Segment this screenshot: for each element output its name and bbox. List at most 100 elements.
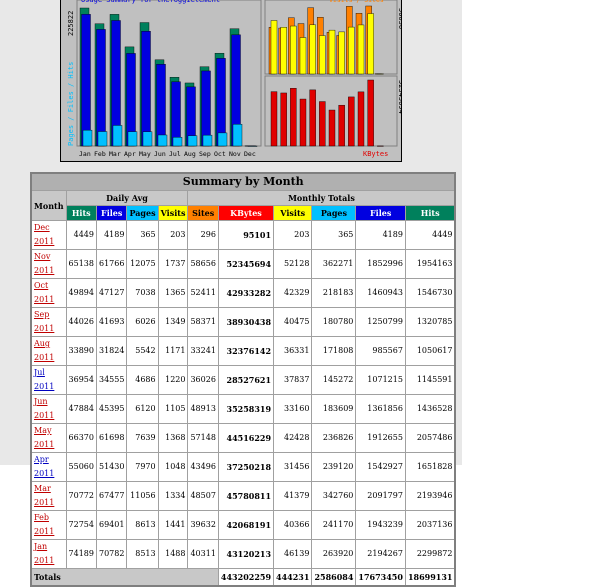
value-cell: 1737 <box>157 249 189 279</box>
value-cell: 2057486 <box>404 423 456 453</box>
visits-sites-title: Visits / Sites <box>329 0 384 4</box>
value-cell: 2037136 <box>404 510 456 540</box>
value-cell: 37250218 <box>217 452 275 482</box>
x-tick-label: Jul <box>169 150 181 158</box>
month-link[interactable]: Jul 2011 <box>34 368 55 391</box>
pages-bar <box>112 125 123 147</box>
value-cell: 45780811 <box>217 481 275 511</box>
usage-chart-svg: Jan Feb Mar Apr May Jun Jul Aug Sep Oct Nov Dec 2258… <box>67 0 401 158</box>
value-cell: 41379 <box>273 481 313 511</box>
value-cell: 45395 <box>95 394 128 424</box>
month-link[interactable]: Nov 2011 <box>34 252 55 275</box>
month-cell: Jun 2011 <box>30 394 67 424</box>
table-body: Dec 2011 4449 4189 365 203 296 95101 203 365 4189… <box>30 220 456 569</box>
daily-header-visits: Visits <box>157 205 189 221</box>
monthly-header-sites: Sites <box>187 205 219 221</box>
month-link[interactable]: Jan 2011 <box>34 542 55 565</box>
month-cell: Nov 2011 <box>30 249 67 279</box>
value-cell: 1488 <box>157 539 189 569</box>
value-cell: 65138 <box>65 249 97 279</box>
table-row: Dec 2011 4449 4189 365 203 296 95101 203 365 4189… <box>30 220 456 250</box>
month-link[interactable]: Aug 2011 <box>34 339 55 362</box>
x-tick-label: May <box>139 150 151 158</box>
month-link[interactable]: Apr 2011 <box>34 455 55 478</box>
visits-bar <box>299 37 307 75</box>
value-cell: 46139 <box>273 539 313 569</box>
table-row: Jul 2011 36954 34555 4686 1220 36026 28527621 3… <box>30 365 456 395</box>
value-cell: 239120 <box>311 452 357 482</box>
value-cell: 34555 <box>95 365 128 395</box>
value-cell: 33160 <box>273 394 313 424</box>
value-cell: 1954163 <box>404 249 456 279</box>
value-cell: 8513 <box>126 539 159 569</box>
pages-bar <box>247 145 258 147</box>
value-cell: 1171 <box>157 336 189 366</box>
value-cell: 36954 <box>65 365 97 395</box>
monthly-header-kbytes: KBytes <box>217 205 275 221</box>
value-cell: 72754 <box>65 510 97 540</box>
value-cell: 4189 <box>355 220 406 250</box>
month-cell: Jul 2011 <box>30 365 67 395</box>
value-cell: 42068191 <box>217 510 275 540</box>
value-cell: 4189 <box>95 220 128 250</box>
value-cell: 1651828 <box>404 452 456 482</box>
table-row: Feb 2011 72754 69401 8613 1441 39632 42068191 4… <box>30 510 456 540</box>
kbytes-bar <box>348 96 355 147</box>
value-cell: 66370 <box>65 423 97 453</box>
value-cell: 52128 <box>273 249 313 279</box>
monthly-header-pages: Pages <box>311 205 357 221</box>
monthly-header-hits: Hits <box>404 205 456 221</box>
month-link[interactable]: Oct 2011 <box>34 281 55 304</box>
pages-bar <box>142 131 153 147</box>
value-cell: 55060 <box>65 452 97 482</box>
pages-bar <box>217 132 228 147</box>
visits-bar <box>348 26 355 75</box>
files-bar <box>96 29 106 147</box>
monthly-header-files: Files <box>355 205 406 221</box>
value-cell: 43120213 <box>217 539 275 569</box>
value-cell: 31456 <box>273 452 313 482</box>
table-row: Nov 2011 65138 61766 12075 1737 58656 52345694… <box>30 249 456 279</box>
value-cell: 8613 <box>126 510 159 540</box>
monthly-totals-group-header: Monthly Totals <box>187 190 456 206</box>
value-cell: 35258319 <box>217 394 275 424</box>
value-cell: 2299872 <box>404 539 456 569</box>
value-cell: 40475 <box>273 307 313 337</box>
value-cell: 365 <box>126 220 159 250</box>
value-cell: 183609 <box>311 394 357 424</box>
month-link[interactable]: Dec 2011 <box>34 223 55 246</box>
value-cell: 7970 <box>126 452 159 482</box>
visits-bar <box>338 31 345 75</box>
summary-by-month-table: Summary by Month Month Daily Avg Monthly… <box>30 172 457 587</box>
month-link[interactable]: Feb 2011 <box>34 513 55 536</box>
month-link[interactable]: Sep 2011 <box>34 310 55 333</box>
table-row: Jun 2011 47884 45395 6120 1105 48913 35258319 3… <box>30 394 456 424</box>
value-cell: 180780 <box>311 307 357 337</box>
value-cell: 67477 <box>95 481 128 511</box>
month-link[interactable]: Jun 2011 <box>34 397 55 420</box>
value-cell: 362271 <box>311 249 357 279</box>
value-cell: 2193946 <box>404 481 456 511</box>
pages-bar <box>157 134 168 147</box>
totals-value: 18699131 <box>404 568 456 587</box>
value-cell: 28527621 <box>217 365 275 395</box>
visits-bar <box>270 20 278 75</box>
month-link[interactable]: Mar 2011 <box>34 484 55 507</box>
value-cell: 61766 <box>95 249 128 279</box>
left-axis-title: Pages / Files / Hits <box>67 62 75 146</box>
totals-value: 17673450 <box>355 568 406 587</box>
table-row: Jan 2011 74189 70782 8513 1488 40311 43120213 4… <box>30 539 456 569</box>
usage-summary-chart: Jan Feb Mar Apr May Jun Jul Aug Sep Oct Nov Dec 2258… <box>60 0 402 162</box>
value-cell: 7038 <box>126 278 159 308</box>
kbytes-bar <box>338 104 345 147</box>
value-cell: 40311 <box>187 539 219 569</box>
kbytes-bar <box>328 109 336 147</box>
month-link[interactable]: May 2011 <box>34 426 55 449</box>
table-title: Summary by Month <box>30 172 456 191</box>
value-cell: 1334 <box>157 481 189 511</box>
value-cell: 69401 <box>95 510 128 540</box>
files-bar <box>81 14 91 147</box>
value-cell: 95101 <box>217 220 275 250</box>
value-cell: 365 <box>311 220 357 250</box>
value-cell: 1546730 <box>404 278 456 308</box>
